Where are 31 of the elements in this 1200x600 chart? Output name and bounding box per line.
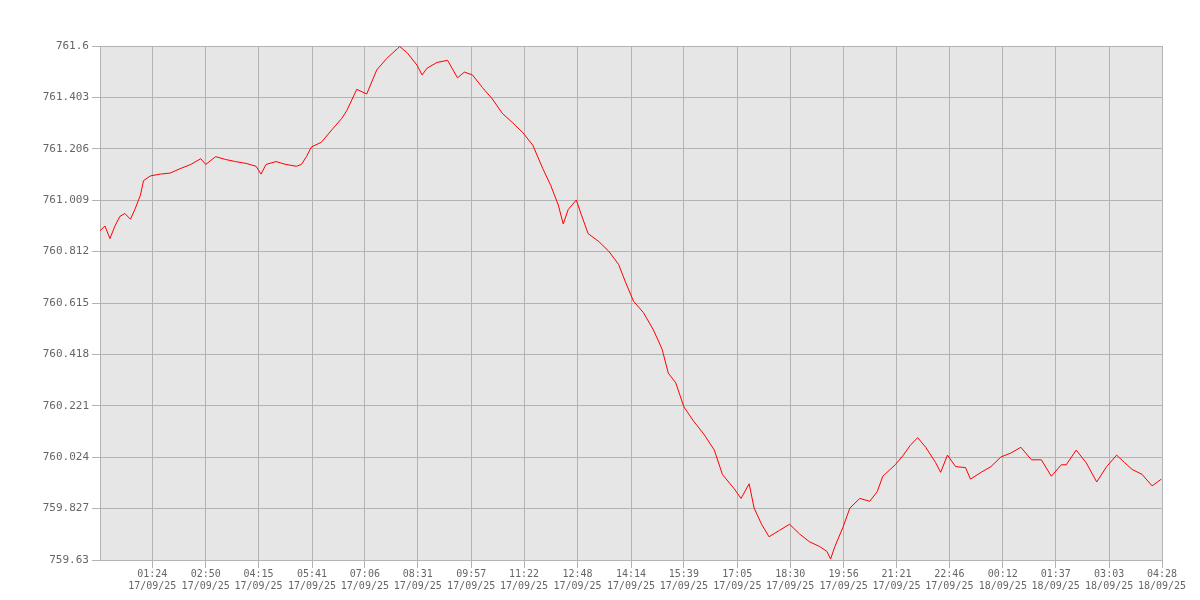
y-tick-label: 761.206 xyxy=(42,141,89,155)
y-tick-label: 760.221 xyxy=(42,398,89,412)
x-tick-label: 03:03 18/09/25 xyxy=(1085,567,1134,591)
x-tick-label: 00:12 18/09/25 xyxy=(978,567,1027,591)
y-tick-label: 760.812 xyxy=(42,244,89,258)
y-tick-label: 761.009 xyxy=(42,193,89,207)
x-tick-label: 19:56 17/09/25 xyxy=(819,567,868,591)
y-tick-label: 761.6 xyxy=(55,38,89,52)
y-tick-label: 761.403 xyxy=(42,90,89,104)
x-tick-label: 11:22 17/09/25 xyxy=(499,567,549,591)
x-tick-label: 17:05 17/09/25 xyxy=(713,567,762,591)
x-tick-label: 01:24 17/09/25 xyxy=(128,567,177,591)
x-tick-label: 14:14 17/09/25 xyxy=(606,567,656,591)
y-tick-label: 760.024 xyxy=(42,450,90,464)
x-tick-label: 04:28 18/09/25 xyxy=(1137,567,1187,591)
x-tick-label: 18:30 17/09/25 xyxy=(766,567,815,591)
x-tick-label: 08:31 17/09/25 xyxy=(393,567,442,591)
x-tick-label: 07:06 17/09/25 xyxy=(340,567,389,591)
y-tick-label: 760.615 xyxy=(42,295,89,309)
x-tick-label: 12:48 17/09/25 xyxy=(553,567,602,591)
x-tick-label: 05:41 17/09/25 xyxy=(287,567,337,591)
y-tick-label: 760.418 xyxy=(42,347,89,361)
x-tick-label: 15:39 17/09/25 xyxy=(659,567,708,591)
x-tick-label: 09:57 17/09/25 xyxy=(447,567,496,591)
x-tick-label: 22:46 17/09/25 xyxy=(925,567,974,591)
x-tick-label: 04:15 17/09/25 xyxy=(234,567,283,591)
x-tick-label: 01:37 18/09/25 xyxy=(1031,567,1080,591)
y-tick-label: 759.63 xyxy=(49,552,89,566)
x-tick-label: 21:21 17/09/25 xyxy=(872,567,921,591)
y-tick-label: 759.827 xyxy=(42,501,89,515)
x-tick-label: 02:50 17/09/25 xyxy=(181,567,230,591)
